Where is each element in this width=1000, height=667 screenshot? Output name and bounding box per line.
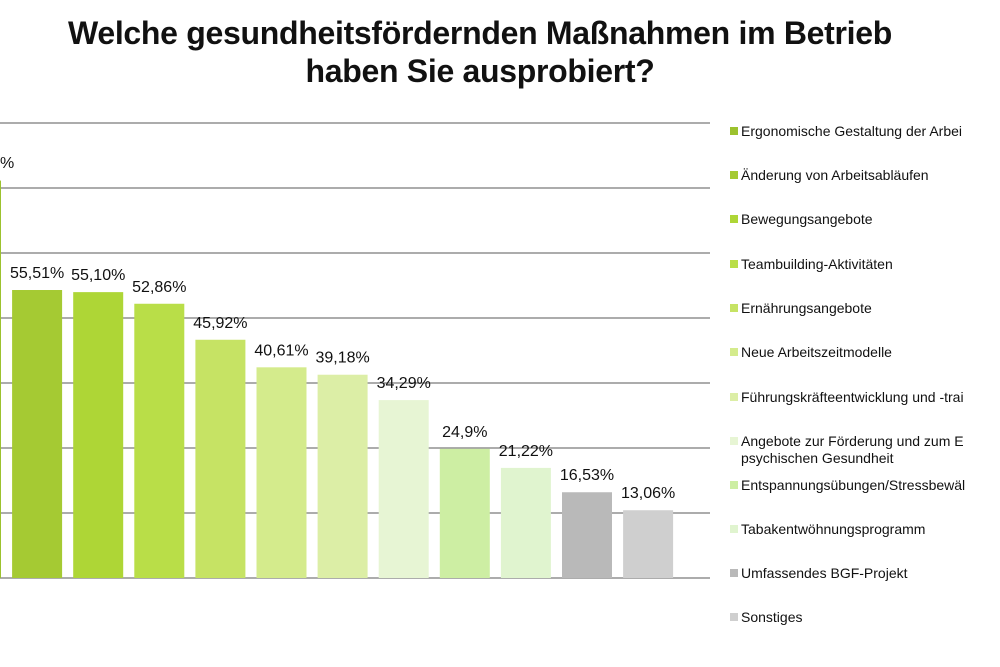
data-labels: % 55,51% 55,10% 52,86% 45,92% 40,61% 39,18% 34,… [0, 155, 675, 502]
legend-swatch [730, 437, 738, 445]
legend-label: Umfassendes BGF-Projekt [741, 565, 908, 581]
data-label: 55,10% [71, 267, 125, 284]
legend-swatch [730, 393, 738, 401]
data-label: 40,61% [254, 342, 308, 359]
data-label: 13,06% [621, 485, 675, 502]
legend-swatch [730, 348, 738, 356]
data-label: 55,51% [10, 265, 64, 282]
data-label: 21,22% [499, 443, 553, 460]
legend-swatch [730, 613, 738, 621]
chart-title-line-2: haben Sie ausprobiert? [305, 53, 655, 89]
legend-swatch [730, 481, 738, 489]
chart-title: Welche gesundheitsfördernden Maßnahmen i… [0, 14, 960, 90]
bar [439, 448, 490, 578]
chart-title-line-1: Welche gesundheitsfördernden Maßnahmen i… [68, 15, 892, 51]
legend-label: Tabakentwöhnungsprogramm [741, 521, 926, 537]
bar [256, 367, 307, 578]
legend-label: Entspannungsübungen/Stressbewäl [741, 477, 966, 493]
legend-swatch [730, 127, 738, 135]
bar [12, 290, 63, 578]
data-label: 34,29% [377, 375, 431, 392]
data-label: 16,53% [560, 467, 614, 484]
data-label: 45,92% [193, 315, 247, 332]
bar [378, 400, 429, 578]
legend-swatch [730, 569, 738, 577]
legend-swatch [730, 304, 738, 312]
legend-label: Teambuilding-Aktivitäten [741, 256, 893, 272]
bar [562, 492, 612, 578]
data-label: % [0, 155, 14, 172]
legend-label: Ernährungsangebote [741, 300, 872, 316]
legend-swatch [730, 525, 738, 533]
legend: Ergonomische Gestaltung der Arbei Änderun… [730, 0, 1000, 667]
legend-label: Sonstiges [741, 609, 803, 625]
data-label: 24,9% [442, 424, 487, 441]
bar [134, 303, 185, 578]
legend-swatch [730, 171, 738, 179]
legend-swatch [730, 215, 738, 223]
bar [195, 339, 246, 578]
legend-label: Neue Arbeitszeitmodelle [741, 344, 892, 360]
data-label: 52,86% [132, 279, 186, 296]
bar [317, 374, 368, 578]
bar [500, 467, 551, 578]
legend-label: Bewegungsangebote [741, 211, 873, 227]
legend-label: Änderung von Arbeitsabläufen [741, 167, 929, 183]
data-label: 39,18% [315, 350, 369, 367]
legend-label: Ergonomische Gestaltung der Arbei [741, 123, 963, 139]
bar [623, 510, 674, 578]
bars [0, 180, 674, 578]
bar [73, 292, 124, 578]
bar [0, 180, 1, 578]
legend-label: Führungskräfteentwicklung und -trai [741, 389, 964, 405]
legend-swatch [730, 260, 738, 268]
